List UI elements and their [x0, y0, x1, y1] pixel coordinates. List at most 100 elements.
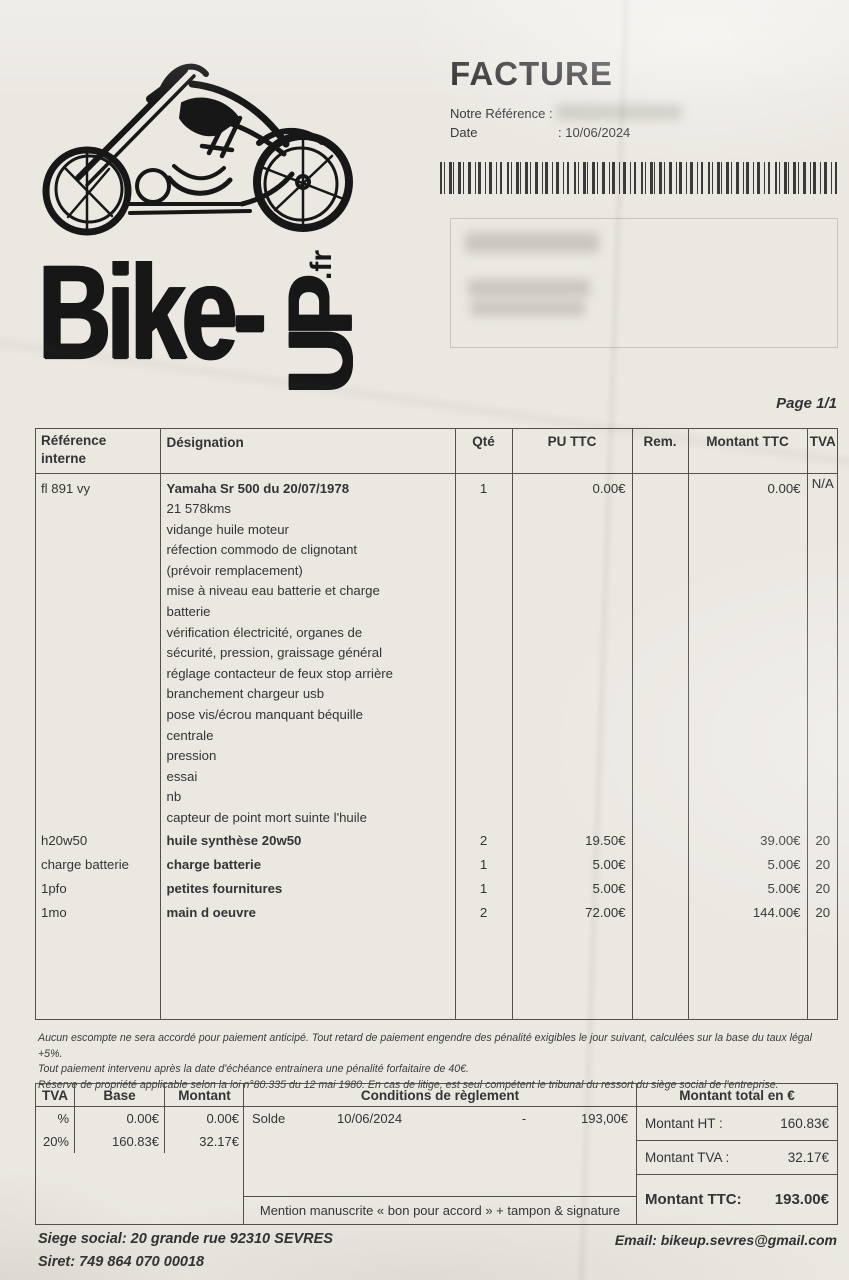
conditions-amount: 193,00€ [581, 1111, 628, 1126]
item-designation: huile synthèse 20w50 [159, 828, 455, 853]
col-pu: PU TTC [511, 428, 632, 474]
item-pu: 72.00€ [511, 900, 632, 925]
bikeup-logo: Bike- UP .fr [32, 58, 377, 394]
item-montant: 5.00€ [687, 876, 807, 901]
redacted-reference [556, 104, 682, 120]
total-ht-label: Montant HT : [645, 1116, 723, 1131]
page-number: Page 1/1 [776, 395, 837, 412]
col-rem: Rem. [631, 428, 688, 474]
col-montant: Montant TTC [687, 428, 807, 474]
item-rem [631, 828, 688, 853]
legal-line: Réserve de propriété applicable selon la… [38, 1078, 779, 1091]
description-line: vérification électricité, organes de [166, 624, 363, 640]
total-ttc-value: 193.00€ [774, 1191, 829, 1208]
summary-section: TVA Base Montant % 0.00€ 0.00€ 20% 160.8… [35, 1083, 838, 1225]
col-qty: Qté [454, 428, 512, 474]
item-qty: 2 [454, 900, 512, 925]
item-designation: charge batterie [159, 852, 455, 877]
total-tva-value: 32.17€ [787, 1150, 829, 1165]
item-ref: 1mo [41, 904, 67, 920]
item-row-main: fl 891 vy Yamaha Sr 500 du 20/07/1978 21… [35, 473, 838, 829]
total-ttc-label: Montant TTC: [645, 1191, 742, 1208]
description-line: capteur de point mort suinte l'huile [166, 810, 367, 825]
logo-up-fr: UP .fr [270, 226, 372, 394]
vat-col-header: TVA [36, 1084, 74, 1107]
handwritten-mention-note: Mention manuscrite « bon pour accord » +… [244, 1196, 636, 1224]
item-description: Yamaha Sr 500 du 20/07/1978 21 578kms vi… [159, 473, 455, 829]
company-siret: Siret: 749 864 070 00018 [38, 1254, 205, 1270]
item-qty: 1 [454, 852, 512, 877]
vat-table: TVA Base Montant % 0.00€ 0.00€ 20% 160.8… [35, 1083, 244, 1225]
item-rem [631, 473, 688, 829]
totals-title: Montant total en € [637, 1084, 837, 1107]
vat-cell: 32.17€ [164, 1130, 244, 1153]
vat-col-header: Base [74, 1084, 164, 1107]
company-address: Siege social: 20 grande rue 92310 SEVRES [38, 1231, 333, 1247]
item-qty: 2 [454, 828, 512, 853]
description-line: vidange huile moteur [166, 521, 289, 537]
logo-up-text: UP [270, 282, 372, 394]
barcode [440, 162, 838, 194]
col-reference: Référence interne [35, 428, 160, 474]
conditions-dash: - [521, 1111, 527, 1126]
legal-line: Tout paiement intervenu après la date d'… [38, 1063, 469, 1075]
item-qty: 1 [454, 473, 512, 829]
item-tva: 20 [806, 828, 838, 853]
conditions-row: Solde 10/06/2024 - 193,00€ [244, 1107, 636, 1131]
total-ttc-row: Montant TTC: 193.00€ [637, 1175, 837, 1224]
conditions-date: 10/06/2024 [337, 1111, 403, 1126]
description-line: batterie [166, 604, 211, 620]
vat-cell: 160.83€ [74, 1130, 164, 1153]
items-header-row: Référence interne Désignation Qté PU TTC… [35, 428, 838, 474]
item-pu: 5.00€ [511, 876, 632, 901]
description-line: branchement chargeur usb [166, 686, 325, 702]
conditions-title: Conditions de règlement [244, 1084, 636, 1107]
item-pu: 5.00€ [511, 852, 632, 877]
col-designation: Désignation [159, 428, 455, 474]
vat-cell: 0.00€ [74, 1107, 164, 1130]
logo-wordmark: Bike- [38, 238, 267, 388]
document-title: FACTURE [450, 55, 613, 92]
total-tva-row: Montant TVA : 32.17€ [637, 1141, 837, 1175]
items-table: Référence interne Désignation Qté PU TTC… [35, 428, 838, 1020]
item-tva: N/A [806, 473, 838, 829]
item-montant: 0.00€ [687, 473, 807, 829]
vat-cell: % [57, 1111, 69, 1126]
total-ht-row: Montant HT : 160.83€ [637, 1107, 837, 1141]
item-rem [631, 900, 688, 925]
motorcycle-sketch-icon [42, 63, 353, 236]
description-line: 21 578kms [166, 501, 232, 517]
reference-label: Notre Référence : [450, 106, 553, 121]
payment-conditions-box: Conditions de règlement Solde 10/06/2024… [243, 1083, 637, 1225]
item-rem [631, 852, 688, 877]
invoice-meta: Notre Référence : Date : 10/06/2024 [450, 104, 630, 142]
item-rem [631, 876, 688, 901]
item-designation: main d oeuvre [159, 900, 455, 925]
item-row: 1pfo petites fournitures 1 5.00€ 5.00€ 2… [35, 876, 838, 901]
item-montant: 5.00€ [687, 852, 807, 877]
item-row: 1mo main d oeuvre 2 72.00€ 144.00€ 20 [35, 900, 838, 925]
total-tva-label: Montant TVA : [645, 1150, 730, 1165]
item-montant: 39.00€ [687, 828, 807, 853]
logo-fr-text: .fr [304, 250, 338, 281]
item-pu: 0.00€ [511, 473, 632, 829]
item-row: charge batterie charge batterie 1 5.00€ … [35, 852, 838, 877]
col-tva: TVA [806, 428, 838, 474]
item-tva: 20 [806, 852, 838, 877]
description-line: réfection commodo de clignotant [166, 542, 358, 558]
redacted-client-address2 [470, 300, 585, 316]
company-footer: Siege social: 20 grande rue 92310 SEVRES… [38, 1228, 333, 1274]
item-ref: fl 891 vy [41, 480, 91, 496]
item-designation: petites fournitures [159, 876, 455, 901]
item-pu: 19.50€ [511, 828, 632, 853]
description-line: nb [166, 789, 182, 805]
totals-box: Montant total en € Montant HT : 160.83€ … [637, 1083, 838, 1225]
item-tva: 20 [806, 876, 838, 901]
reference-row: Notre Référence : [450, 104, 630, 123]
item-montant: 144.00€ [687, 900, 807, 925]
total-ht-value: 160.83€ [780, 1116, 829, 1131]
redacted-client-address1 [468, 279, 590, 297]
company-email: Email: bikeup.sevres@gmail.com [614, 1232, 837, 1248]
item-ref: charge batterie [41, 856, 129, 872]
